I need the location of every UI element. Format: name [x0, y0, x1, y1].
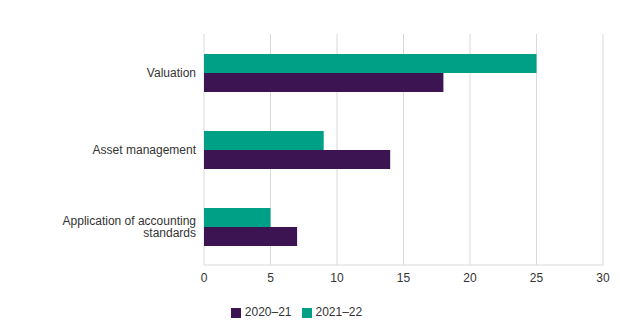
svg-text:15: 15 [397, 271, 411, 285]
svg-text:0: 0 [201, 271, 208, 285]
svg-text:5: 5 [267, 271, 274, 285]
svg-text:Application of accountingstand: Application of accountingstandards [63, 214, 196, 240]
svg-text:Valuation: Valuation [147, 66, 196, 80]
svg-text:10: 10 [330, 271, 344, 285]
svg-text:30: 30 [596, 271, 610, 285]
html-text:2021–22: 2021–22 [315, 305, 363, 319]
svg-text:20: 20 [463, 271, 477, 285]
html-text:2020–21: 2020–21 [244, 305, 292, 319]
svg-text:Asset management: Asset management [93, 143, 197, 157]
svg-text:25: 25 [530, 271, 544, 285]
